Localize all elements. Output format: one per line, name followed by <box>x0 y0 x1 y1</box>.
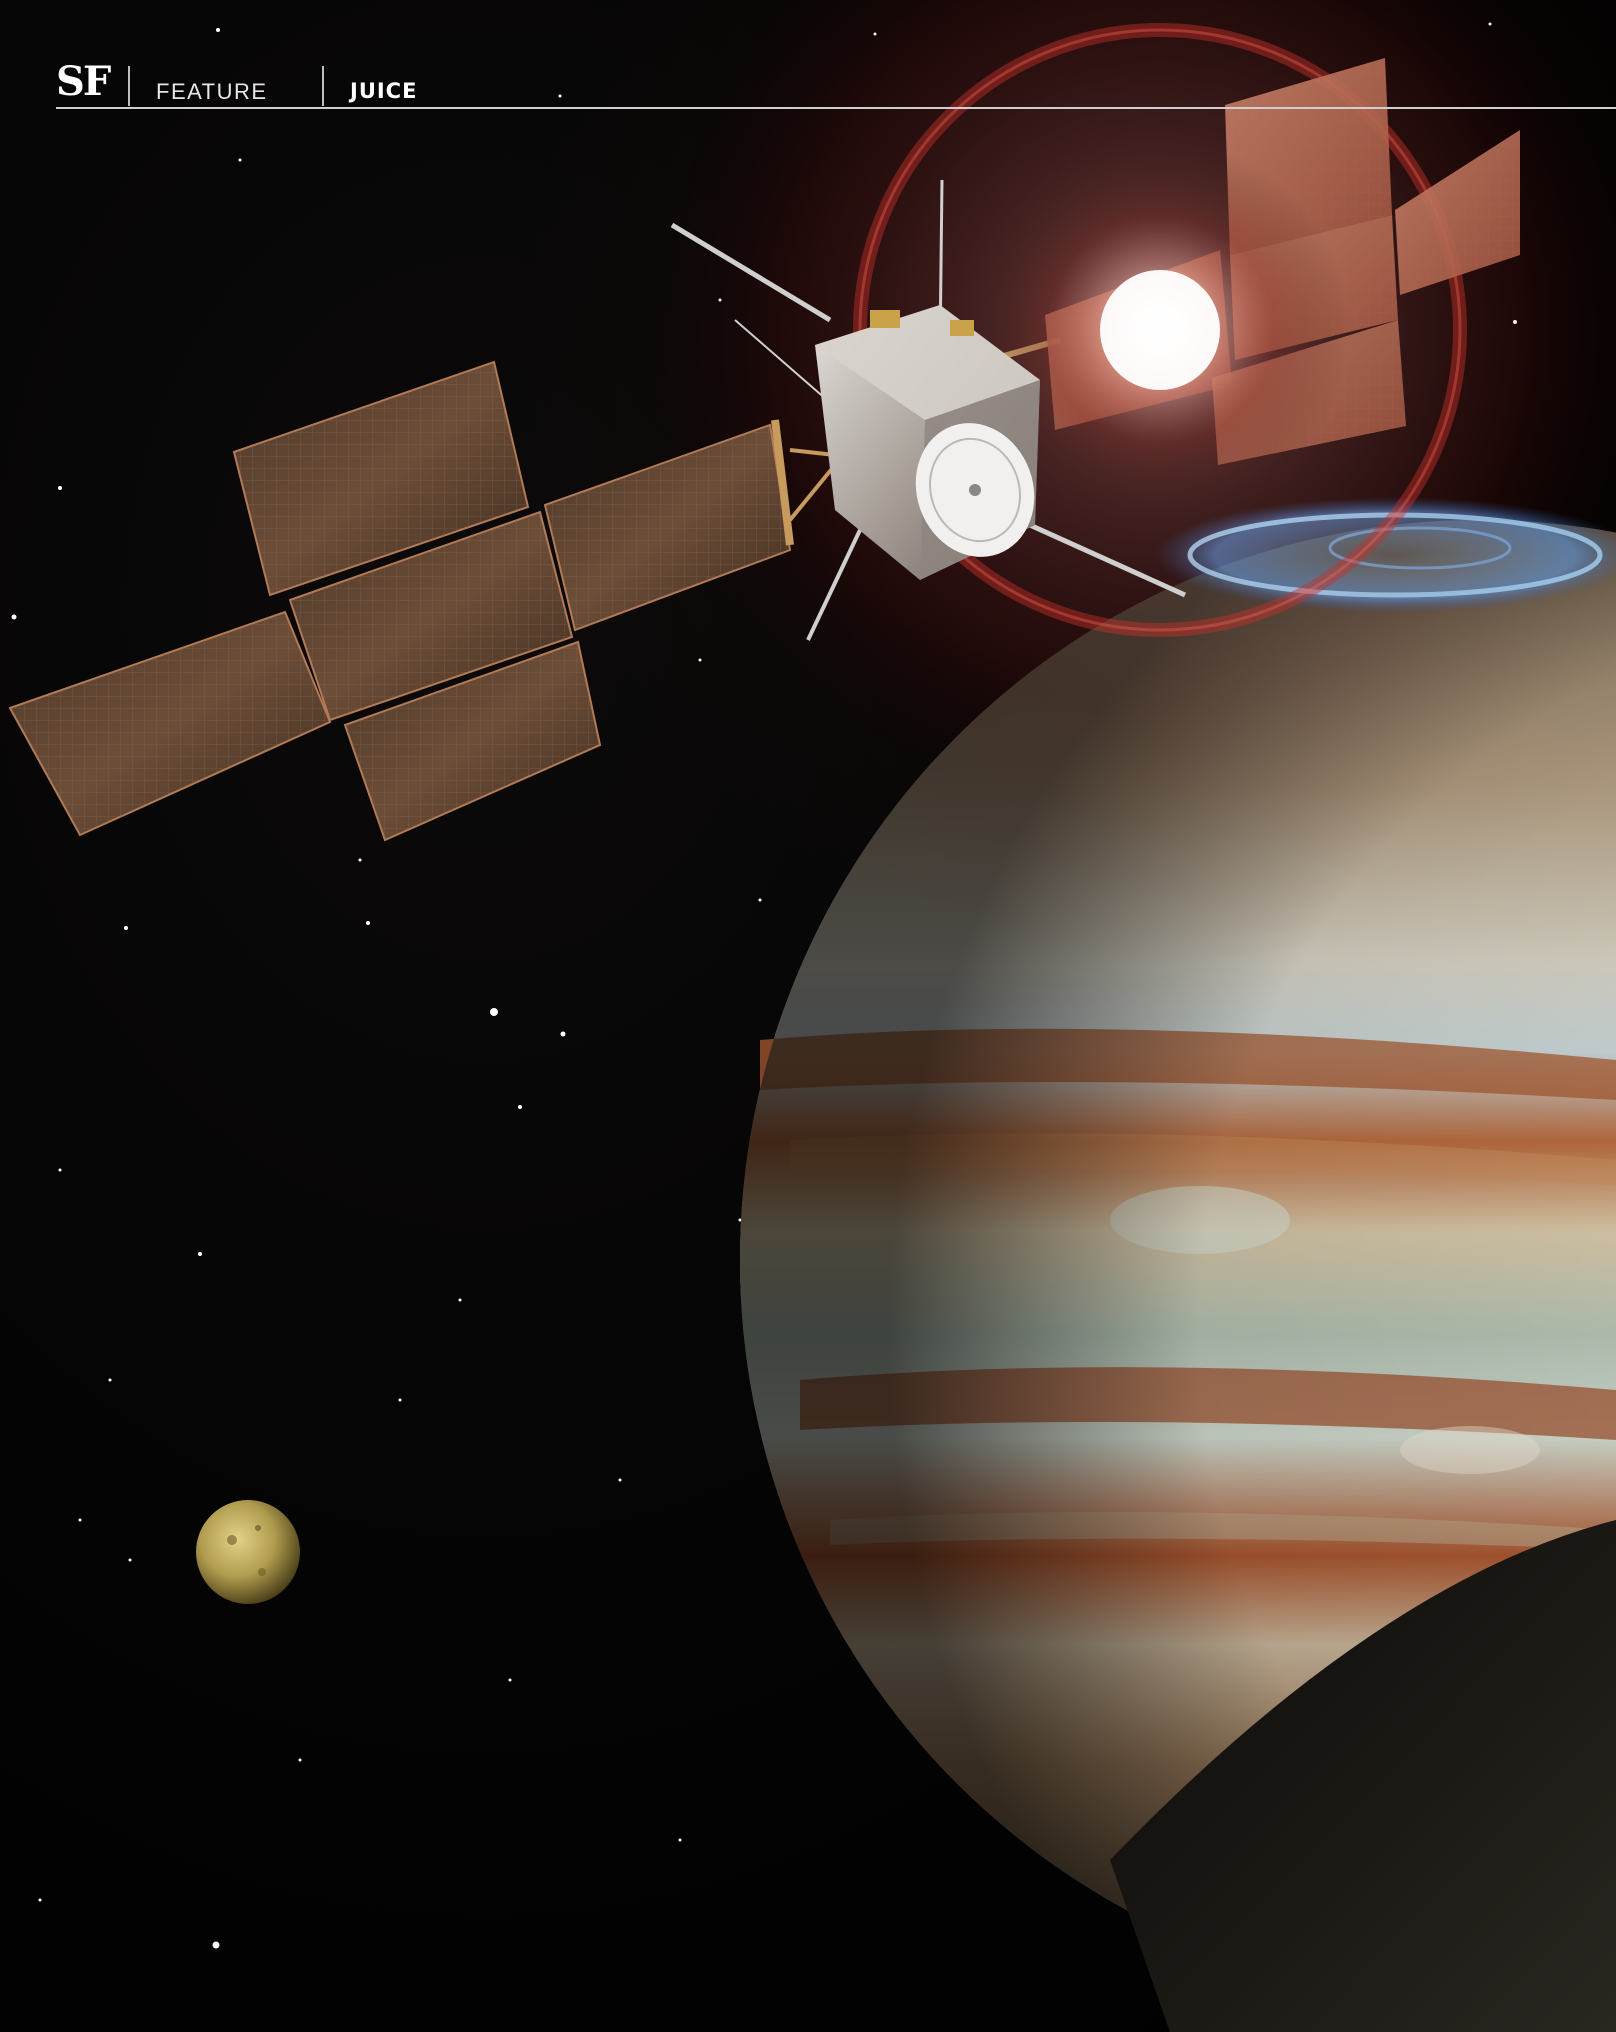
sun-core <box>970 140 1350 520</box>
star <box>238 158 242 162</box>
star <box>738 1218 742 1222</box>
star <box>124 926 128 930</box>
star <box>216 28 220 32</box>
star <box>108 1378 112 1382</box>
star <box>198 1252 202 1256</box>
star <box>78 1518 82 1522</box>
star <box>618 1478 622 1482</box>
star <box>758 898 762 902</box>
star <box>212 1941 220 1949</box>
spacecraft <box>815 305 1040 580</box>
star <box>678 1838 682 1842</box>
jupiter-night-side <box>1110 1520 1616 2032</box>
solar-array-left <box>8 360 837 842</box>
page-header: SF FEATURE JUICE <box>0 0 1616 112</box>
star <box>298 1758 302 1762</box>
header-divider <box>322 66 324 106</box>
star <box>458 1298 462 1302</box>
header-rule <box>56 107 1616 109</box>
star <box>490 1008 498 1016</box>
star <box>560 1031 566 1037</box>
star <box>128 1558 132 1562</box>
star <box>358 858 362 862</box>
io-moon <box>196 1500 300 1604</box>
topic-label: JUICE <box>350 79 418 103</box>
header-divider <box>128 66 130 106</box>
star <box>366 921 370 925</box>
magazine-logo: SF <box>56 58 111 105</box>
star <box>558 94 562 98</box>
section-label: FEATURE <box>156 79 268 104</box>
star <box>508 1678 512 1682</box>
star <box>58 486 62 490</box>
star <box>58 1168 62 1172</box>
star <box>11 614 17 620</box>
star <box>38 1898 42 1902</box>
star <box>398 1398 402 1402</box>
star <box>518 1105 522 1109</box>
